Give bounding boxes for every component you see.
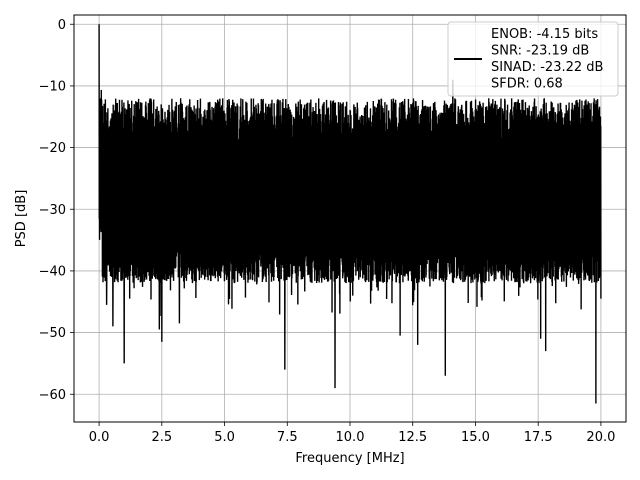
x-tick-label: 7.5 (277, 430, 298, 445)
legend-entry-line: SFDR: 0.68 (491, 77, 563, 92)
x-tick-label: 20.0 (586, 430, 615, 445)
y-axis-label: PSD [dB] (14, 190, 29, 248)
y-tick-label: −60 (39, 388, 66, 403)
plot-area (98, 24, 602, 404)
legend-entry-line: SNR: -23.19 dB (491, 44, 589, 59)
x-axis-label: Frequency [MHz] (295, 451, 404, 466)
ticks: 0.0 2.5 5.0 7.5 10.0 12.5 15.0 17.5 20.0 0 −10 −20 −… (39, 18, 616, 445)
y-tick-label: −20 (39, 141, 66, 156)
y-tick-label: −40 (39, 264, 66, 279)
legend-box (447, 21, 619, 97)
x-tick-label: 15.0 (461, 430, 490, 445)
y-tick-label: −50 (39, 326, 66, 341)
x-tick-label: 10.0 (336, 430, 365, 445)
x-tick-label: 0.0 (89, 430, 110, 445)
x-tick-label: 12.5 (398, 430, 427, 445)
x-tick-label: 17.5 (524, 430, 553, 445)
x-tick-label: 5.0 (214, 430, 235, 445)
y-tick-label: 0 (58, 18, 66, 33)
x-tick-label: 2.5 (151, 430, 172, 445)
legend-entry-line: SINAD: -23.22 dB (491, 60, 603, 75)
y-tick-label: −30 (39, 203, 66, 218)
legend-entry-line: ENOB: -4.15 bits (491, 27, 598, 42)
y-tick-label: −10 (39, 79, 66, 94)
psd-line (98, 24, 602, 404)
